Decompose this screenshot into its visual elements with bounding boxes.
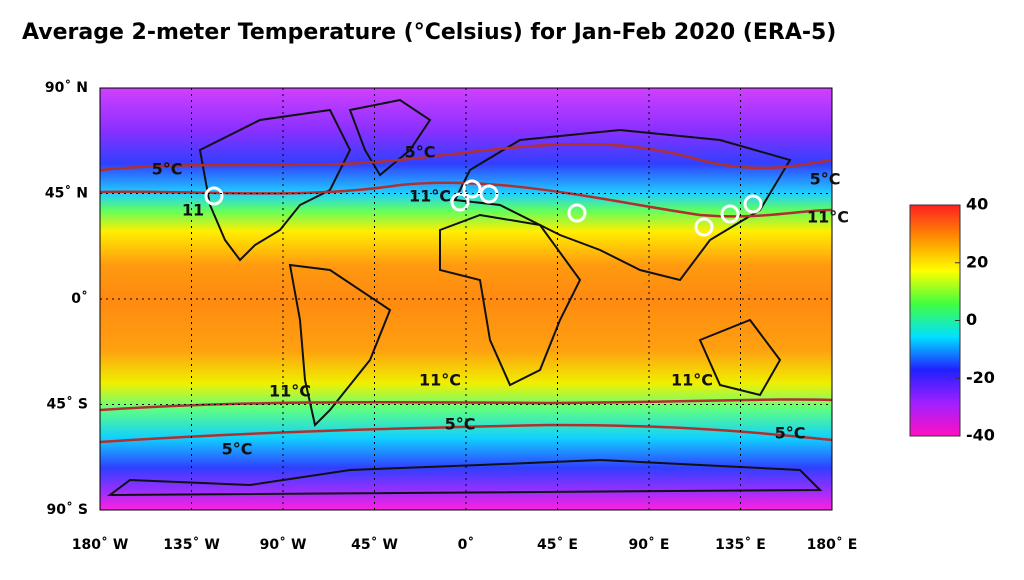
y-tick-label: 45˚ N bbox=[45, 185, 88, 202]
contour-label: 5°C bbox=[405, 143, 436, 162]
x-tick-label: 45˚ W bbox=[351, 536, 398, 553]
contour-label: 11°C bbox=[807, 208, 849, 227]
x-tick-label: 135˚ E bbox=[715, 536, 766, 553]
contour-label: 11 bbox=[182, 201, 204, 220]
contour-label: 11°C bbox=[671, 371, 713, 390]
colorbar-tick-label: 40 bbox=[966, 195, 988, 214]
y-tick-label: 45˚ S bbox=[47, 396, 88, 413]
contour-label: 5°C bbox=[810, 170, 841, 189]
map-frame bbox=[99, 87, 833, 511]
colorbar-tick-label: 0 bbox=[966, 310, 977, 329]
y-tick-label: 90˚ N bbox=[45, 79, 88, 96]
x-tick-label: 135˚ W bbox=[163, 536, 220, 553]
x-tick-label: 90˚ E bbox=[629, 536, 670, 553]
contour-label: 5°C bbox=[445, 415, 476, 434]
contour-label: 5°C bbox=[152, 160, 183, 179]
colorbar bbox=[909, 204, 961, 437]
contour-label: 11°C bbox=[269, 382, 311, 401]
colorbar-tick-label: -20 bbox=[966, 368, 995, 387]
colorbar-tick-label: -40 bbox=[966, 426, 995, 445]
contour-label: 5°C bbox=[775, 424, 806, 443]
x-tick-label: 45˚ E bbox=[537, 536, 578, 553]
x-tick-label: 180˚ E bbox=[807, 536, 858, 553]
x-tick-label: 180˚ W bbox=[72, 536, 129, 553]
y-tick-label: 90˚ S bbox=[47, 501, 88, 518]
y-tick-label: 0˚ bbox=[71, 290, 88, 307]
x-tick-label: 0˚ bbox=[458, 536, 475, 553]
contour-label: 5°C bbox=[222, 440, 253, 459]
colorbar-tick-label: 20 bbox=[966, 252, 988, 271]
x-tick-label: 90˚ W bbox=[260, 536, 307, 553]
location-markers bbox=[204, 179, 763, 237]
contour-label: 11°C bbox=[409, 187, 451, 206]
contour-label: 11°C bbox=[419, 371, 461, 390]
title: Average 2-meter Temperature (°Celsius) f… bbox=[22, 20, 836, 45]
